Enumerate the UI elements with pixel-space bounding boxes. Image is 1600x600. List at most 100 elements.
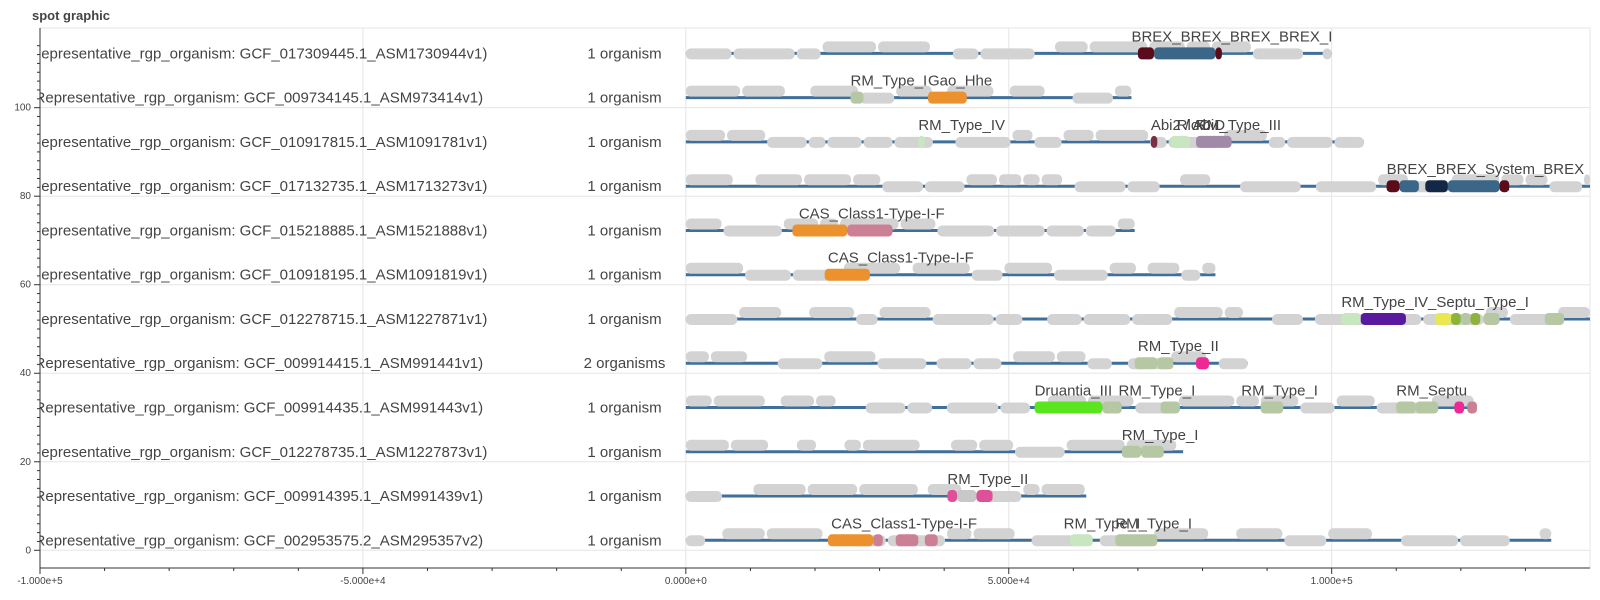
gray-gene <box>998 174 1022 186</box>
gray-gene <box>937 225 995 237</box>
gene-track: CAS_Class1-Type-I-F <box>685 250 1216 281</box>
gray-gene <box>827 136 862 148</box>
gray-gene <box>946 528 972 540</box>
gray-gene <box>979 439 1014 451</box>
system-annotation: RM_Type_IV_Septu_Type_I <box>1341 294 1529 311</box>
gray-gene <box>685 395 712 407</box>
gray-gene <box>767 136 807 148</box>
row-label: (Representative_rgp_organism: GCF_010918… <box>25 267 487 284</box>
gene-track: RM_Type_II <box>685 338 1248 370</box>
gray-gene <box>863 136 893 148</box>
gray-gene <box>1300 402 1335 414</box>
system-annotation: Druantia_III <box>1035 383 1113 400</box>
defense-gene <box>895 534 919 547</box>
gray-gene <box>1178 395 1235 407</box>
system-annotation: RM_Type_I <box>1115 515 1192 532</box>
defense-gene <box>1070 534 1093 547</box>
defense-gene <box>1196 135 1232 148</box>
defense-gene <box>976 490 993 503</box>
gray-gene <box>1180 174 1211 186</box>
gray-gene <box>1322 48 1332 60</box>
gray-gene <box>1056 351 1086 363</box>
gray-gene <box>780 395 815 407</box>
gray-gene <box>865 402 906 414</box>
gray-gene <box>685 262 744 274</box>
gray-gene <box>862 439 920 451</box>
gray-gene <box>824 351 876 363</box>
gray-gene <box>1046 225 1084 237</box>
gray-gene <box>808 136 826 148</box>
defense-gene <box>1134 357 1158 370</box>
gray-gene <box>1328 528 1372 540</box>
gray-gene <box>713 395 765 407</box>
defense-gene <box>957 490 977 503</box>
gray-gene <box>1224 129 1267 141</box>
row-organism-count: 1 organism <box>587 488 661 505</box>
defense-gene <box>1341 312 1361 325</box>
row-organism-count: 1 organism <box>587 45 661 62</box>
y-tick-label: 0 <box>25 545 31 556</box>
gene-track: RM_Type_I <box>685 427 1199 458</box>
defense-gene <box>1399 180 1419 193</box>
gray-gene <box>723 225 782 237</box>
gray-gene <box>685 491 723 503</box>
gray-gene <box>733 48 795 60</box>
gray-gene <box>1224 306 1244 318</box>
gray-gene <box>1085 225 1116 237</box>
gray-gene <box>1509 313 1557 325</box>
row-label: (Representative_rgp_organism: GCF_009734… <box>30 90 484 107</box>
gray-gene <box>1000 402 1031 414</box>
gray-gene <box>856 313 878 325</box>
system-annotation: RM_Type_II <box>1138 338 1219 355</box>
system-annotation: BREX_BREX_BREX_BREX_I <box>1131 28 1332 45</box>
gray-gene <box>1334 136 1364 148</box>
defense-gene <box>1425 180 1448 193</box>
row-organism-count: 1 organism <box>587 134 661 151</box>
system-annotation: RM_Type_I <box>1122 427 1199 444</box>
gray-gene <box>1525 174 1548 186</box>
defense-gene <box>1467 401 1477 414</box>
gray-gene <box>685 351 709 363</box>
gray-gene <box>1147 262 1180 274</box>
gray-gene <box>1114 85 1132 97</box>
system-annotation: RM_Type_III <box>1196 117 1281 134</box>
row-label: (Representative_rgp_organism: GCF_012278… <box>25 444 487 461</box>
gray-gene <box>1109 262 1137 274</box>
gray-gene <box>1549 181 1583 193</box>
row-organism-count: 1 organism <box>587 90 661 107</box>
defense-gene <box>792 224 848 237</box>
gray-gene <box>766 528 823 540</box>
defense-gene <box>1454 401 1465 414</box>
defense-gene <box>1196 357 1209 370</box>
gray-gene <box>742 85 785 97</box>
gray-gene <box>1047 313 1082 325</box>
gray-gene <box>1083 313 1131 325</box>
gray-gene <box>1401 535 1459 547</box>
gray-gene <box>877 358 927 370</box>
gray-gene <box>879 306 931 318</box>
gray-gene <box>950 439 978 451</box>
gray-gene <box>1023 174 1040 186</box>
row-label: (Representative_rgp_organism: GCF_009914… <box>30 400 484 417</box>
gray-gene <box>980 48 1035 60</box>
gray-gene <box>912 262 970 274</box>
gene-track: CAS_Class1-Type-I-F RM_Type_IRM_Type_I <box>685 515 1552 547</box>
defense-gene <box>1141 445 1164 458</box>
defense-gene <box>1544 312 1565 325</box>
gray-gene <box>1236 528 1283 540</box>
gray-gene <box>971 269 1003 281</box>
gray-gene <box>777 358 823 370</box>
defense-gene <box>1435 312 1452 325</box>
defense-gene <box>924 534 938 547</box>
gray-gene <box>822 41 877 53</box>
gray-gene <box>1211 41 1251 53</box>
system-annotation: RM_Type_IV <box>918 117 1005 134</box>
row-label: (Representative_rgp_organism: GCF_012278… <box>25 311 487 328</box>
gray-gene <box>878 41 931 53</box>
system-annotation: CAS_Class1-Type-I-F <box>828 250 974 267</box>
gray-gene <box>907 402 933 414</box>
gray-gene <box>753 484 806 496</box>
gray-gene <box>894 136 933 148</box>
